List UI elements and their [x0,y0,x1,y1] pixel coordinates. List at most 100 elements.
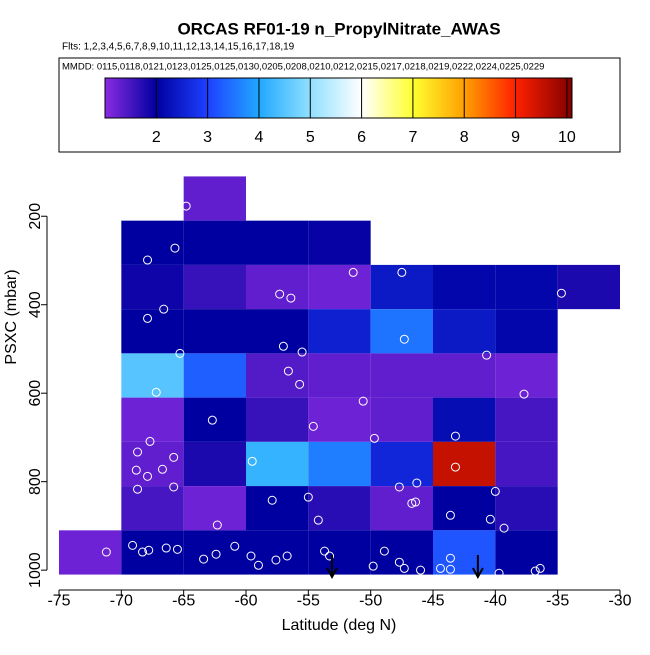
heat-cell [557,264,620,310]
sample-point [175,348,185,358]
legend-box [58,57,621,153]
colorbar-tick-label: 5 [306,129,315,146]
sample-point [325,551,335,561]
colorbar-tick-label: 10 [558,129,576,146]
sample-point [445,553,455,563]
sample-point [535,563,545,573]
sample-point [207,415,217,425]
colorbar-tick-label: 7 [408,129,417,146]
heat-cell [370,486,433,531]
x-tick-label: -60 [234,592,257,609]
x-tick-label: -30 [608,592,631,609]
sample-point [131,465,141,475]
colorbar-tick-label: 6 [357,129,366,146]
heat-cell [370,264,433,310]
heat-cell [308,397,371,442]
heat-cell [246,264,309,310]
sample-point [247,456,257,466]
heat-cell [433,486,496,531]
heat-cell [183,441,246,487]
sample-point [271,555,281,565]
sample-point [157,464,167,474]
sample-point [278,341,288,351]
colorbar-tick-label: 4 [255,129,264,146]
sample-point [394,557,404,567]
heat-cell [308,486,371,531]
colorbar-tick-label: 8 [460,129,469,146]
sample-point [246,551,256,561]
x-tick-label: -40 [484,592,507,609]
heat-cell [433,309,496,354]
sample-point [172,544,182,554]
y-tick-label: 200 [27,203,44,230]
heat-cell [246,309,309,354]
heat-cell [495,530,558,575]
sample-point [379,546,389,556]
heat-cell [121,486,184,531]
sample-point [399,563,409,573]
sample-point [151,387,161,397]
heat-cell [183,176,246,221]
sample-point [161,543,171,553]
heat-cell [246,441,309,487]
sample-point [435,563,445,573]
sample-point [320,546,330,556]
sample-point [490,486,500,496]
heat-cell [121,309,184,354]
sample-point [368,561,378,571]
sample-point [143,255,153,265]
heat-cell [59,530,122,575]
sample-point [303,492,313,502]
heat-cell [433,353,496,398]
sample-point [144,545,154,555]
heat-cell [495,397,558,442]
sample-point [445,564,455,574]
heat-cell [495,486,558,531]
colorbar [104,77,573,119]
sample-point [556,288,566,298]
sample-point [275,289,285,299]
sample-point [530,566,540,576]
chart-title: ORCAS RF01-19 n_PropylNitrate_AWAS [177,19,500,38]
sample-point [282,551,292,561]
sample-point [499,523,509,533]
sample-point [169,482,179,492]
heat-cell [246,397,309,442]
heat-cell [495,353,558,398]
subtitle: Flts: 1,2,3,4,5,6,7,8,9,10,11,12,13,14,1… [62,42,295,53]
sample-point [181,201,191,211]
sample-point [358,396,368,406]
sample-point [485,514,495,524]
heat-cell [370,309,433,354]
sample-point [128,540,138,550]
x-tick-label: -70 [110,592,133,609]
heat-cell [183,486,246,531]
heat-cell [246,530,309,575]
arrow [472,555,484,580]
arrow [326,555,338,580]
sample-point [283,366,293,376]
sample-point [212,520,222,530]
sample-point [143,471,153,481]
sample-point [416,565,426,575]
sample-point [411,497,421,507]
heat-cell [183,309,246,354]
heat-cell [370,530,433,575]
sample-point [143,313,153,323]
heat-cell [183,264,246,310]
heat-cell [495,441,558,487]
heat-cell [183,530,246,575]
heat-cell [495,309,558,354]
sample-point [482,350,492,360]
sample-point [394,482,404,492]
sample-point [169,452,179,462]
arrow-head [472,567,484,580]
heat-cell [370,441,433,487]
heat-cell [308,353,371,398]
x-tick-label: -45 [421,592,444,609]
legend-text: MMDD: 0115,0118,0121,0123,0125,0125,0130… [62,62,544,73]
sample-point [519,389,529,399]
sample-point [230,541,240,551]
heat-cell [183,353,246,398]
